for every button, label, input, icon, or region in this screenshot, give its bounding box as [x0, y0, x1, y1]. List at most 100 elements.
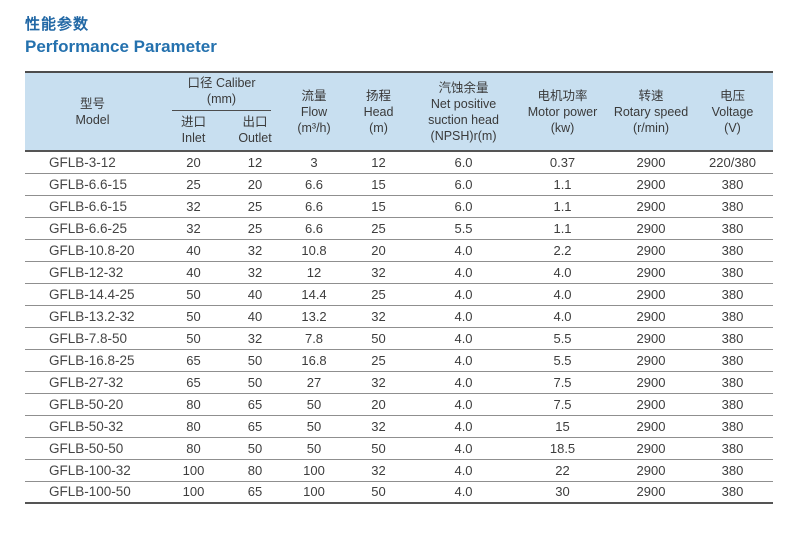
value-cell: 2900: [610, 436, 693, 459]
header-label-unit: (r/min): [632, 120, 670, 135]
value-cell: 32: [345, 260, 413, 283]
value-cell: 2900: [610, 172, 693, 195]
table-row: GFLB-100-32 100 80 100 32 4.0 22 2900 380: [25, 458, 774, 481]
value-cell: 14.4: [283, 282, 346, 305]
model-cell: GFLB-100-50: [25, 480, 160, 503]
value-cell: 15: [515, 414, 611, 437]
table-row: GFLB-10.8-20 40 32 10.8 20 4.0 2.2 2900 380: [25, 238, 774, 261]
value-cell: 12: [283, 260, 346, 283]
value-cell: 380: [692, 238, 774, 261]
value-cell: 2900: [610, 458, 693, 481]
col-header-head: 扬程 Head (m): [345, 72, 413, 152]
value-cell: 40: [227, 282, 284, 305]
col-header-rotary-speed: 转速 Rotary speed (r/min): [610, 72, 693, 152]
table-body: GFLB-3-12 20 12 3 12 6.0 0.37 2900 220/380 GFLB-6…: [25, 150, 774, 503]
table-row: GFLB-27-32 65 50 27 32 4.0 7.5 2900 380: [25, 370, 774, 393]
header-label-en: Rotary speed: [613, 104, 689, 119]
value-cell: 32: [345, 304, 413, 327]
value-cell: 32: [345, 414, 413, 437]
table-row: GFLB-6.6-15 25 20 6.6 15 6.0 1.1 2900 380: [25, 172, 774, 195]
value-cell: 100: [160, 458, 227, 481]
value-cell: 2900: [610, 194, 693, 217]
value-cell: 4.0: [412, 436, 516, 459]
value-cell: 100: [283, 480, 346, 503]
value-cell: 1.1: [515, 194, 611, 217]
value-cell: 380: [692, 282, 774, 305]
value-cell: 80: [160, 414, 227, 437]
value-cell: 380: [692, 458, 774, 481]
value-cell: 32: [345, 370, 413, 393]
table-row: GFLB-14.4-25 50 40 14.4 25 4.0 4.0 2900 380: [25, 282, 774, 305]
value-cell: 0.37: [515, 150, 611, 173]
value-cell: 2900: [610, 238, 693, 261]
value-cell: 6.0: [412, 194, 516, 217]
value-cell: 2900: [610, 216, 693, 239]
value-cell: 6.0: [412, 172, 516, 195]
performance-parameter-table: 型号 Model 口径 Caliber (mm) 流量 Flow (m³/h) …: [25, 71, 774, 504]
value-cell: 4.0: [412, 282, 516, 305]
value-cell: 4.0: [412, 458, 516, 481]
value-cell: 10.8: [283, 238, 346, 261]
header-label-zh: 出口: [242, 115, 268, 129]
header-label-zh: 流量: [301, 88, 327, 103]
header-label-unit: (V): [724, 120, 741, 135]
value-cell: 20: [160, 150, 227, 173]
value-cell: 15: [345, 194, 413, 217]
value-cell: 16.8: [283, 348, 346, 371]
value-cell: 4.0: [412, 304, 516, 327]
header-label-en: Outlet: [238, 131, 272, 145]
value-cell: 380: [692, 392, 774, 415]
header-label-zh: 进口: [180, 115, 206, 129]
value-cell: 80: [227, 458, 284, 481]
header-label-zh: 电机功率: [537, 88, 588, 103]
value-cell: 1.1: [515, 172, 611, 195]
value-cell: 50: [283, 414, 346, 437]
value-cell: 2900: [610, 348, 693, 371]
table-row: GFLB-7.8-50 50 32 7.8 50 4.0 5.5 2900 380: [25, 326, 774, 349]
header-label-en: Head: [363, 104, 394, 119]
value-cell: 4.0: [412, 392, 516, 415]
header-label-unit: (m): [369, 120, 388, 135]
value-cell: 4.0: [412, 238, 516, 261]
header-label-en: suction head: [428, 112, 499, 127]
table-row: GFLB-50-50 80 50 50 50 4.0 18.5 2900 380: [25, 436, 774, 459]
value-cell: 3: [283, 150, 346, 173]
value-cell: 65: [227, 392, 284, 415]
value-cell: 4.0: [412, 260, 516, 283]
page-header: 性能参数 Performance Parameter: [0, 0, 800, 57]
value-cell: 27: [283, 370, 346, 393]
table-row: GFLB-16.8-25 65 50 16.8 25 4.0 5.5 2900 380: [25, 348, 774, 371]
value-cell: 5.5: [412, 216, 516, 239]
model-cell: GFLB-13.2-32: [25, 304, 160, 327]
value-cell: 1.1: [515, 216, 611, 239]
value-cell: 5.5: [515, 326, 611, 349]
header-label-en: Net positive: [430, 96, 497, 111]
value-cell: 4.0: [412, 326, 516, 349]
col-header-inlet: 进口 Inlet: [160, 111, 227, 152]
col-header-flow: 流量 Flow (m³/h): [283, 72, 346, 152]
value-cell: 2900: [610, 414, 693, 437]
value-cell: 100: [160, 480, 227, 503]
model-cell: GFLB-6.6-15: [25, 172, 160, 195]
value-cell: 4.0: [515, 304, 611, 327]
value-cell: 20: [227, 172, 284, 195]
value-cell: 6.6: [283, 216, 346, 239]
value-cell: 2900: [610, 326, 693, 349]
value-cell: 20: [345, 392, 413, 415]
value-cell: 50: [345, 480, 413, 503]
model-cell: GFLB-12-32: [25, 260, 160, 283]
value-cell: 7.8: [283, 326, 346, 349]
value-cell: 6.6: [283, 172, 346, 195]
value-cell: 2900: [610, 392, 693, 415]
table-row: GFLB-3-12 20 12 3 12 6.0 0.37 2900 220/380: [25, 150, 774, 173]
page-title-en: Performance Parameter: [25, 37, 217, 56]
value-cell: 65: [227, 480, 284, 503]
model-cell: GFLB-14.4-25: [25, 282, 160, 305]
table-row: GFLB-50-32 80 65 50 32 4.0 15 2900 380: [25, 414, 774, 437]
header-label-zh-en: 口径 Caliber: [187, 76, 256, 90]
model-cell: GFLB-50-32: [25, 414, 160, 437]
value-cell: 4.0: [412, 348, 516, 371]
value-cell: 6.0: [412, 150, 516, 173]
value-cell: 380: [692, 348, 774, 371]
value-cell: 25: [345, 282, 413, 305]
